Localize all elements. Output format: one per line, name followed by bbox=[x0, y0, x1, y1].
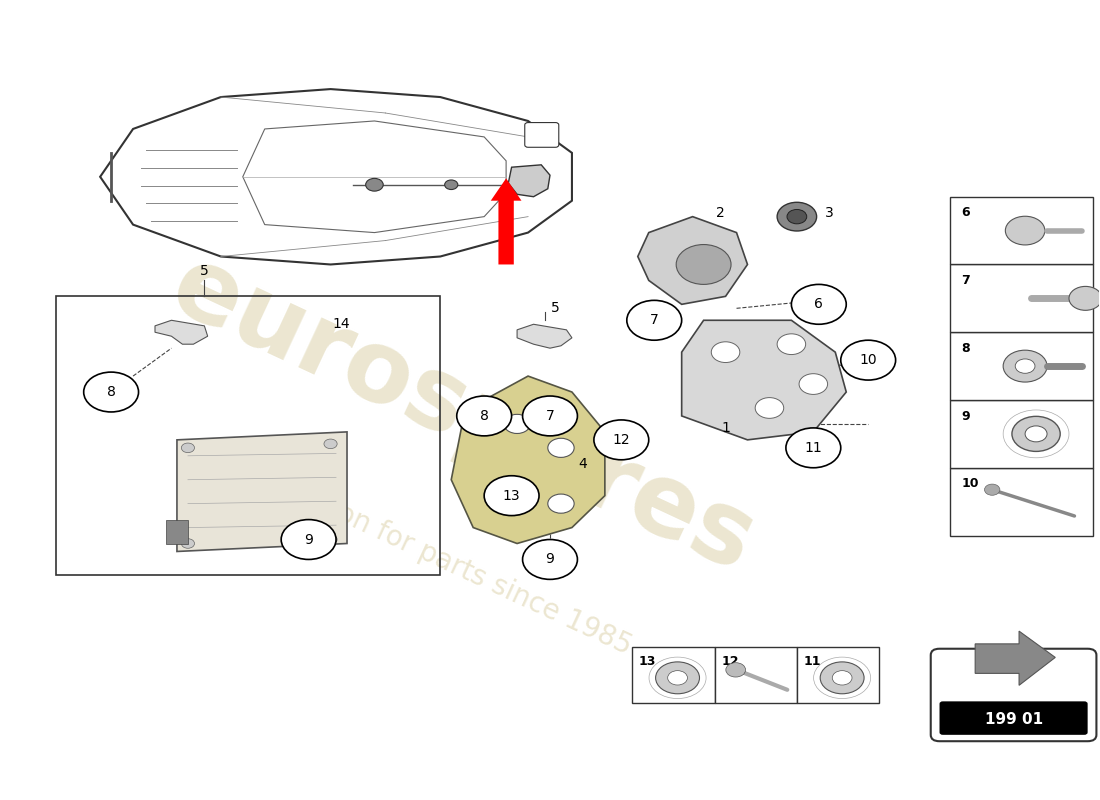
Text: 11: 11 bbox=[803, 655, 821, 668]
Circle shape bbox=[1012, 416, 1060, 451]
Circle shape bbox=[504, 486, 530, 506]
Circle shape bbox=[522, 539, 578, 579]
Bar bbox=[950, 468, 1093, 535]
Circle shape bbox=[456, 396, 512, 436]
Text: 1: 1 bbox=[722, 421, 730, 435]
FancyBboxPatch shape bbox=[525, 122, 559, 147]
Circle shape bbox=[785, 428, 840, 468]
Bar bbox=[632, 647, 715, 703]
Circle shape bbox=[182, 443, 195, 453]
Circle shape bbox=[594, 420, 649, 460]
Circle shape bbox=[777, 202, 816, 231]
Circle shape bbox=[668, 670, 688, 685]
FancyBboxPatch shape bbox=[939, 702, 1088, 735]
Circle shape bbox=[791, 285, 846, 324]
Circle shape bbox=[676, 245, 732, 285]
Circle shape bbox=[984, 484, 1000, 495]
FancyArrow shape bbox=[491, 178, 521, 265]
Polygon shape bbox=[451, 376, 605, 543]
Polygon shape bbox=[177, 432, 346, 551]
Circle shape bbox=[282, 519, 336, 559]
Circle shape bbox=[1015, 359, 1035, 374]
Circle shape bbox=[840, 340, 895, 380]
Polygon shape bbox=[100, 89, 572, 265]
Circle shape bbox=[1025, 426, 1047, 442]
Polygon shape bbox=[155, 320, 208, 344]
Bar bbox=[715, 647, 796, 703]
Polygon shape bbox=[682, 320, 846, 440]
Circle shape bbox=[504, 414, 530, 434]
Polygon shape bbox=[976, 631, 1055, 686]
Text: a passion for parts since 1985: a passion for parts since 1985 bbox=[244, 458, 636, 661]
Text: 9: 9 bbox=[961, 410, 970, 422]
Text: 13: 13 bbox=[503, 489, 520, 502]
Text: 4: 4 bbox=[579, 457, 587, 470]
Text: 10: 10 bbox=[961, 478, 979, 490]
Circle shape bbox=[1069, 286, 1100, 310]
Circle shape bbox=[324, 534, 337, 544]
Circle shape bbox=[84, 372, 139, 412]
Circle shape bbox=[1003, 350, 1047, 382]
Text: 7: 7 bbox=[961, 274, 970, 287]
Text: 8: 8 bbox=[961, 342, 970, 355]
Bar bbox=[950, 332, 1093, 400]
Polygon shape bbox=[508, 165, 550, 197]
Circle shape bbox=[1005, 216, 1045, 245]
Circle shape bbox=[777, 334, 805, 354]
Text: 7: 7 bbox=[650, 314, 659, 327]
Circle shape bbox=[821, 662, 865, 694]
Circle shape bbox=[833, 670, 853, 685]
Text: 8: 8 bbox=[480, 409, 488, 423]
Text: 11: 11 bbox=[804, 441, 822, 455]
Text: 9: 9 bbox=[546, 553, 554, 566]
Text: 2: 2 bbox=[716, 206, 725, 220]
Circle shape bbox=[656, 662, 700, 694]
Text: 6: 6 bbox=[961, 206, 970, 219]
FancyBboxPatch shape bbox=[931, 649, 1097, 742]
Circle shape bbox=[365, 178, 383, 191]
Circle shape bbox=[522, 396, 578, 436]
Text: 12: 12 bbox=[722, 655, 739, 668]
Circle shape bbox=[548, 494, 574, 514]
Circle shape bbox=[182, 538, 195, 548]
Text: eurospares: eurospares bbox=[155, 238, 769, 594]
Text: 13: 13 bbox=[639, 655, 657, 668]
Polygon shape bbox=[166, 519, 188, 543]
Circle shape bbox=[324, 439, 337, 449]
Text: 6: 6 bbox=[814, 298, 823, 311]
Circle shape bbox=[548, 438, 574, 458]
Circle shape bbox=[627, 300, 682, 340]
Text: 9: 9 bbox=[305, 533, 314, 546]
Text: 199 01: 199 01 bbox=[984, 712, 1043, 727]
Circle shape bbox=[444, 180, 458, 190]
Bar bbox=[56, 296, 440, 575]
Polygon shape bbox=[517, 324, 572, 348]
Text: 12: 12 bbox=[613, 433, 630, 447]
Circle shape bbox=[726, 662, 746, 677]
Text: 14: 14 bbox=[332, 318, 350, 331]
Circle shape bbox=[756, 398, 783, 418]
Text: 5: 5 bbox=[200, 264, 209, 278]
Circle shape bbox=[484, 476, 539, 515]
Bar bbox=[796, 647, 879, 703]
Text: 10: 10 bbox=[859, 353, 877, 367]
Bar bbox=[950, 265, 1093, 332]
Circle shape bbox=[712, 342, 740, 362]
Text: 3: 3 bbox=[825, 206, 834, 220]
Text: 8: 8 bbox=[107, 385, 116, 399]
Bar bbox=[950, 400, 1093, 468]
Circle shape bbox=[786, 210, 806, 224]
Text: 7: 7 bbox=[546, 409, 554, 423]
Bar bbox=[950, 197, 1093, 265]
Circle shape bbox=[799, 374, 827, 394]
Text: 5: 5 bbox=[551, 302, 560, 315]
Polygon shape bbox=[638, 217, 748, 304]
